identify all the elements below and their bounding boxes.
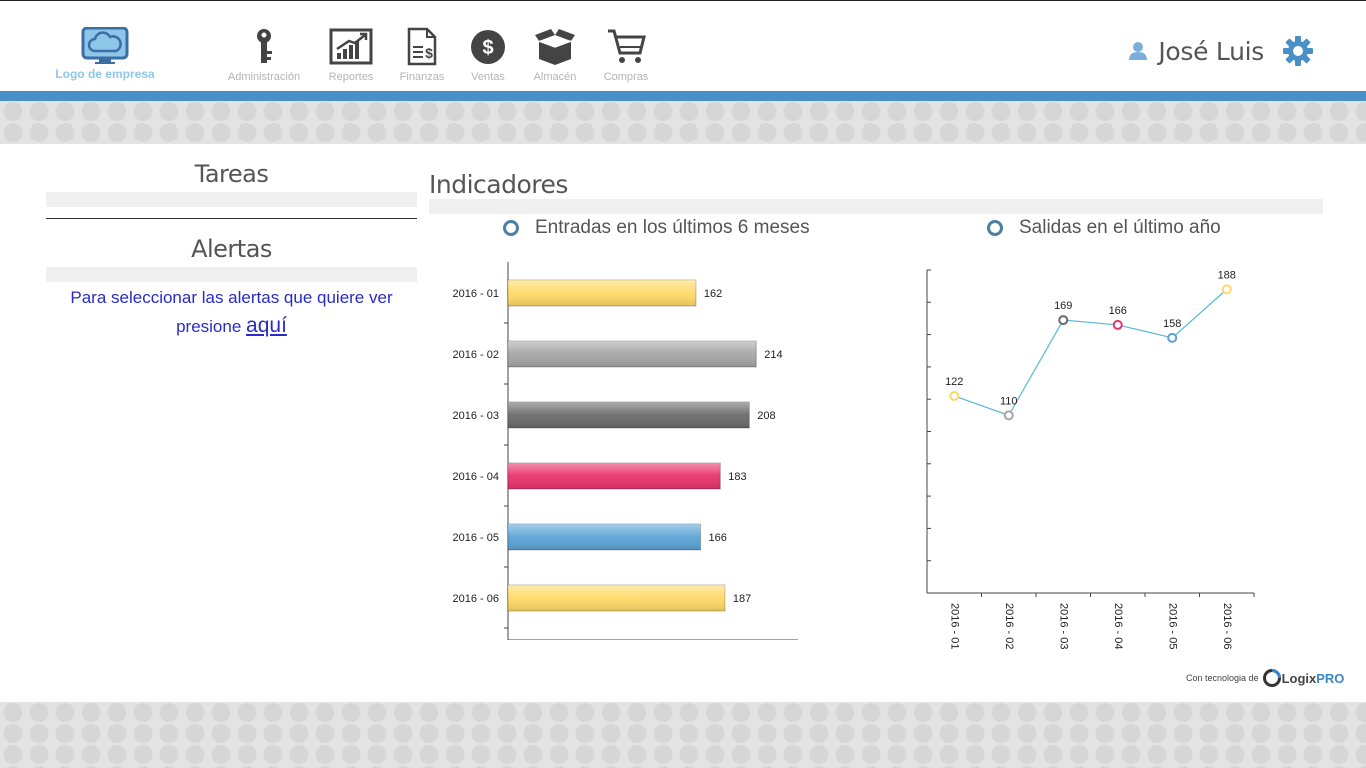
data-label: 214 — [764, 349, 782, 361]
box-icon — [535, 29, 575, 65]
data-point — [1112, 319, 1123, 330]
svg-text:$: $ — [425, 45, 433, 61]
alerts-title: Alertas — [191, 235, 272, 263]
y-tick-label: 2016 - 01 — [453, 288, 499, 300]
bar-gloss — [508, 524, 701, 550]
pattern-band-bottom — [0, 702, 1366, 768]
y-tick-label: 2016 - 05 — [453, 532, 499, 544]
tasks-band — [46, 192, 417, 207]
brand-logix: Logix — [1281, 670, 1317, 686]
key-icon — [257, 29, 272, 63]
alerts-message: Para seleccionar las alertas que quiere … — [46, 284, 417, 341]
data-label: 158 — [1163, 318, 1181, 330]
series-line — [954, 288, 1228, 417]
chart-trend-icon — [329, 28, 373, 65]
document-dollar-icon: $ — [407, 27, 437, 66]
x-tick-label: 2016 - 05 — [1166, 603, 1178, 649]
x-tick-label: 2016 - 04 — [1112, 603, 1124, 649]
data-point — [1167, 332, 1178, 343]
company-logo[interactable]: Logo de empresa — [50, 27, 160, 85]
indicators-section: Indicadores — [429, 170, 1323, 214]
nav-label: Compras — [603, 71, 649, 83]
dollar-circle-icon: $ — [471, 30, 505, 64]
data-point — [949, 390, 960, 401]
bar-gloss — [508, 463, 721, 489]
line-chart-title: Salidas en el último año — [987, 217, 1221, 239]
logo-text: Logo de empresa — [55, 67, 155, 81]
cart-icon — [608, 29, 646, 63]
user-area: José Luis — [1128, 31, 1314, 71]
data-label: 188 — [1218, 269, 1236, 281]
data-label: 187 — [733, 593, 751, 605]
circle-icon — [503, 220, 519, 236]
line-chart-title-text: Salidas en el último año — [1019, 217, 1221, 238]
data-label: 110 — [1000, 395, 1018, 407]
bar-chart: 2016 - 01 162 2016 - 02 214 2016 - 03 208 2016… — [453, 262, 798, 640]
bar-chart-title-text: Entradas en los últimos 6 meses — [535, 217, 810, 238]
footer-credit: Con tecnologia de LogixPRO — [1186, 668, 1344, 688]
circle-icon — [987, 220, 1003, 236]
gear-icon[interactable] — [1282, 35, 1314, 67]
data-label: 166 — [709, 532, 727, 544]
monitor-cloud-icon — [81, 27, 129, 64]
user-icon — [1129, 42, 1148, 60]
logixpro-logo-icon — [1262, 669, 1281, 687]
bar-gloss — [508, 585, 725, 611]
x-tick-label: 2016 - 06 — [1221, 603, 1233, 649]
indicators-title: Indicadores — [429, 170, 568, 199]
y-tick-label: 2016 - 03 — [453, 410, 499, 422]
data-point — [1221, 284, 1232, 295]
bar-gloss — [508, 341, 757, 367]
data-label: 122 — [945, 376, 963, 388]
nav-finanzas[interactable]: $ Finanzas — [380, 27, 464, 83]
data-label: 166 — [1109, 305, 1127, 317]
bar-chart-title: Entradas en los últimos 6 meses — [503, 217, 810, 239]
nav-compras[interactable]: Compras — [584, 27, 668, 83]
app-header: Logo de empresa Administración Reportes — [0, 1, 1366, 91]
data-point — [1003, 410, 1014, 421]
alerts-link[interactable]: aquí — [246, 314, 287, 337]
nav-label: Finanzas — [399, 71, 445, 83]
accent-bar — [0, 91, 1366, 101]
data-label: 169 — [1054, 300, 1072, 312]
footer-brand[interactable]: LogixPRO — [1282, 671, 1345, 686]
x-tick-label: 2016 - 01 — [948, 603, 960, 649]
brand-pro: PRO — [1316, 670, 1345, 686]
y-tick-label: 2016 - 06 — [453, 593, 499, 605]
y-tick-label: 2016 - 02 — [453, 349, 499, 361]
nav-label: Reportes — [328, 71, 374, 83]
nav-ventas[interactable]: $ Ventas — [446, 27, 530, 83]
data-label: 162 — [704, 288, 722, 300]
nav-reportes[interactable]: Reportes — [309, 27, 393, 83]
data-point — [1058, 315, 1069, 326]
nav-label: Almacén — [533, 71, 577, 83]
top-border — [0, 0, 1366, 1]
footer-text: Con tecnologia de — [1186, 673, 1259, 683]
sidebar: Tareas Alertas Para seleccionar las aler… — [46, 160, 417, 341]
line-chart: 2016 - 01 2016 - 02 2016 - 03 2016 - 04 2016… — [926, 269, 1255, 649]
nav-label: Administración — [227, 71, 301, 83]
nav-label: Ventas — [471, 71, 505, 83]
x-tick-label: 2016 - 02 — [1003, 603, 1015, 649]
user-name[interactable]: José Luis — [1158, 36, 1264, 66]
indicators-band — [429, 199, 1323, 214]
svg-text:$: $ — [482, 37, 493, 59]
nav-almacen[interactable]: Almacén — [513, 27, 597, 83]
bar-gloss — [508, 402, 750, 428]
nav-administracion[interactable]: Administración — [222, 27, 306, 83]
alerts-band — [46, 267, 417, 282]
data-label: 208 — [757, 410, 775, 422]
tasks-title: Tareas — [194, 160, 269, 188]
pattern-band-top — [0, 101, 1366, 144]
alerts-text: Para seleccionar las alertas que quiere … — [70, 288, 393, 336]
divider — [46, 218, 417, 219]
data-label: 183 — [728, 471, 746, 483]
y-tick-label: 2016 - 04 — [453, 471, 499, 483]
bar-gloss — [508, 280, 696, 306]
x-tick-label: 2016 - 03 — [1057, 603, 1069, 649]
